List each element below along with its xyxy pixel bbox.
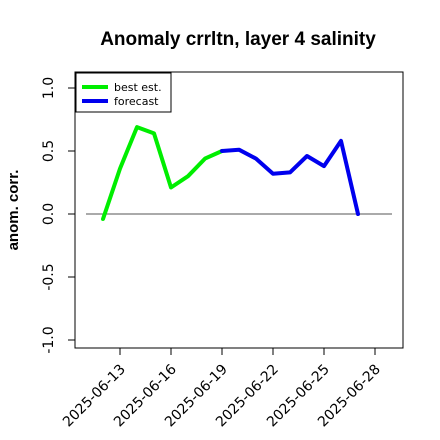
legend-label-forecast: forecast [114,95,159,108]
y-tick-label: -1.0 [41,326,57,353]
legend-label-best-est: best est. [114,81,162,94]
y-tick-label: 0.0 [41,203,57,225]
series-line-best-est [101,125,224,221]
y-axis-label: anom. corr. [5,170,22,251]
series-line-forecast [220,138,360,216]
x-axis: 2025-06-132025-06-162025-06-192025-06-22… [60,347,384,430]
legend-box [75,72,172,113]
y-axis: -1.0 -0.5 0.0 0.5 1.0 [41,77,76,354]
series-layer [101,125,360,221]
legend: best est. forecast [75,72,172,113]
y-tick-label: -0.5 [41,263,57,290]
y-tick-label: 1.0 [41,77,57,99]
y-tick-label: 0.5 [41,140,57,162]
chart-title: Anomaly crrltn, layer 4 salinity [100,29,376,50]
plot-area [74,71,404,349]
